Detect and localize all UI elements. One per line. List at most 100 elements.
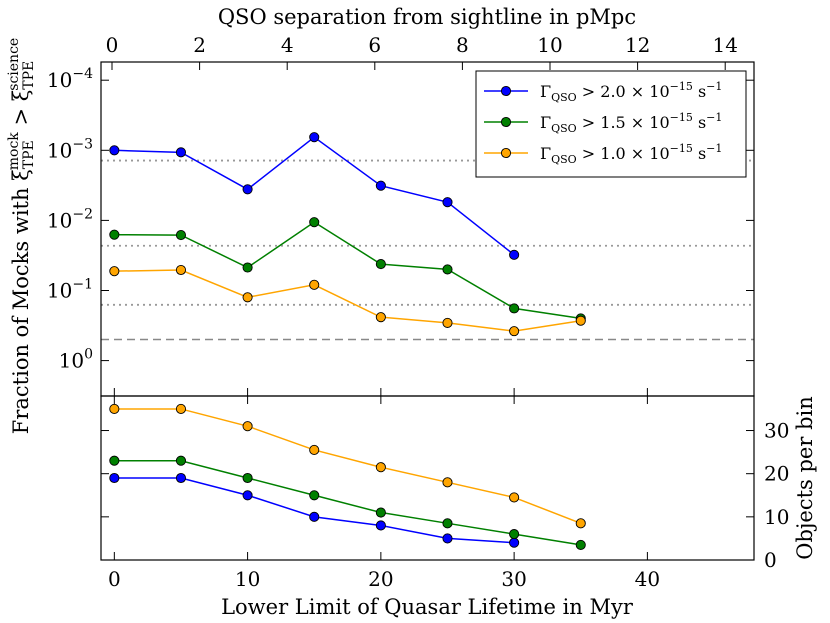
bottom-series-2	[109, 403, 586, 529]
top-x-tick-label: 14	[712, 33, 737, 57]
y-tick-exp: −4	[72, 66, 93, 82]
y-tick-label: 10−3	[47, 136, 93, 162]
bottom-data-point	[375, 462, 386, 473]
bottom-series-line	[114, 477, 515, 544]
bottom-data-point	[575, 539, 586, 550]
bottom-data-point	[109, 455, 120, 466]
top-data-point	[509, 249, 520, 260]
top-data-point	[509, 326, 520, 337]
y-tick-exp: −2	[72, 206, 93, 222]
y-tick-base: 10	[47, 68, 72, 92]
reference-lines	[101, 159, 754, 341]
legend-label: ΓQSO > 1.5 × 10−15 s−1	[540, 111, 722, 135]
top-data-point	[575, 315, 586, 326]
top-data-point	[175, 264, 187, 276]
legend-marker	[500, 147, 512, 159]
legend-box	[475, 70, 747, 178]
bottom-data-point	[309, 444, 320, 455]
top-data-point	[309, 279, 320, 290]
top-series-line	[114, 269, 581, 332]
bottom-series-line	[114, 459, 581, 546]
bottom-plot-frame	[100, 395, 755, 561]
top-data-point	[242, 262, 253, 273]
top-x-tick-label: 2	[193, 33, 206, 57]
right-y-tick-label: 10	[764, 505, 789, 529]
top-data-point	[375, 259, 386, 270]
bottom-data-point	[175, 403, 187, 414]
right-y-tick-label: 0	[764, 548, 777, 572]
top-data-point	[375, 180, 386, 191]
top-data-point	[375, 312, 386, 323]
x-tick-label: 40	[635, 567, 660, 591]
x-tick-label: 0	[108, 567, 121, 591]
y-tick-base: 10	[47, 278, 72, 302]
top-series-0	[109, 132, 520, 260]
bottom-data-point	[575, 518, 586, 529]
y-tick-base: 10	[47, 138, 72, 162]
top-series	[109, 132, 586, 337]
y-tick-base: 10	[59, 349, 84, 373]
top-data-point	[242, 184, 253, 195]
right-y-tick-label: 20	[764, 462, 789, 486]
top-x-tick-label: 12	[625, 33, 650, 57]
top-x-tick-label: 8	[456, 33, 469, 57]
top-x-tick-label: 4	[281, 33, 294, 57]
x-tick-label: 30	[501, 567, 526, 591]
right-y-axis-label: Objects per bin	[793, 396, 817, 560]
bottom-series	[109, 403, 586, 550]
bottom-axis-ticks: 0 10 20 30 40 0 10 20 30	[101, 396, 789, 591]
y-label-gt: > ξ	[9, 90, 33, 133]
top-series-line	[114, 221, 581, 320]
bottom-series-0	[109, 472, 520, 548]
y-label-part1: Fraction of Mocks with ξ	[9, 169, 33, 434]
top-x-tick-label: 6	[368, 33, 381, 57]
bottom-series-line	[114, 408, 582, 525]
y-axis-label: Fraction of Mocks with ξTPEmock > ξTPEsc…	[6, 38, 37, 434]
top-data-point	[509, 303, 520, 314]
bottom-data-point	[109, 472, 120, 484]
bottom-data-point	[242, 421, 253, 432]
top-series-2	[109, 264, 586, 337]
top-x-tick-label: 10	[537, 33, 562, 57]
x-tick-label: 10	[235, 567, 260, 591]
y-tick-label: 100	[59, 347, 93, 373]
top-x-tick-label: 0	[106, 33, 119, 57]
top-data-point	[109, 266, 120, 277]
top-data-point	[309, 132, 320, 143]
x-tick-label: 20	[368, 567, 393, 591]
bottom-panel: 0 10 20 30 40 0 10 20 30	[100, 395, 789, 591]
top-data-point	[442, 264, 453, 275]
top-data-point	[175, 230, 187, 241]
y-tick-label: 10−1	[47, 276, 93, 302]
x-axis-label: Lower Limit of Quasar Lifetime in Myr	[221, 595, 634, 619]
bottom-data-point	[442, 533, 453, 544]
top-x-axis-label: QSO separation from sightline in pMpc	[218, 5, 636, 29]
legend-marker	[500, 85, 512, 97]
legend-label: ΓQSO > 2.0 × 10−15 s−1	[540, 80, 722, 104]
top-data-point	[442, 197, 453, 208]
bottom-data-point	[242, 490, 253, 501]
bottom-data-point	[509, 529, 520, 540]
top-data-point	[175, 147, 187, 158]
top-data-point	[309, 217, 320, 228]
bottom-data-point	[309, 511, 320, 522]
y-label-sup2: science	[6, 38, 22, 91]
top-data-point	[442, 317, 453, 328]
bottom-data-point	[175, 455, 187, 466]
legend-label: ΓQSO > 1.0 × 10−15 s−1	[540, 142, 722, 166]
y-tick-base: 10	[47, 208, 72, 232]
legend-marker	[500, 116, 512, 128]
bottom-data-point	[509, 492, 520, 503]
y-tick-label: 10−2	[47, 206, 93, 232]
y-label-sub1: TPE	[21, 140, 37, 169]
y-label-sub2: TPE	[21, 61, 37, 90]
top-data-point	[109, 145, 120, 156]
bottom-data-point	[442, 518, 453, 529]
y-tick-label: 10−4	[47, 66, 93, 92]
top-series-line	[114, 136, 515, 256]
y-tick-exp: −1	[72, 276, 93, 292]
legend: ΓQSO > 2.0 × 10−15 s−1 ΓQSO > 1.5 × 10−15…	[475, 70, 747, 178]
